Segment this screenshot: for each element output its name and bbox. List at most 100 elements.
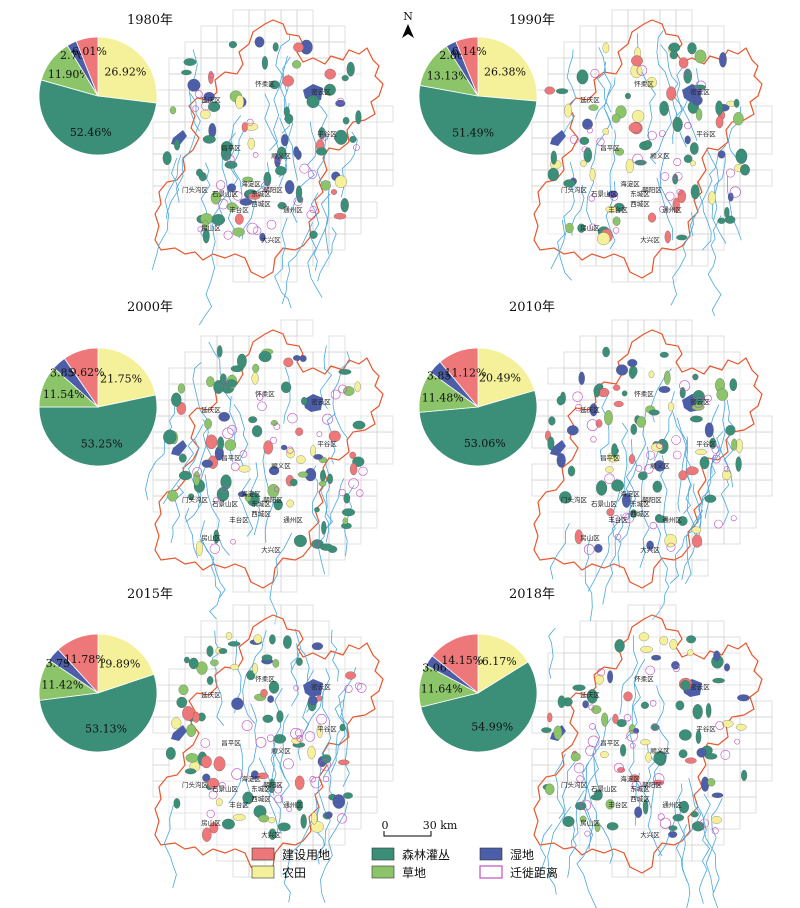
habitat-patch xyxy=(659,100,669,116)
grid-cell xyxy=(216,25,234,43)
district-label: 顺义区 xyxy=(650,462,670,470)
river xyxy=(706,147,719,220)
grid-cell xyxy=(707,527,725,545)
pie-slice xyxy=(63,347,99,409)
grid-cell xyxy=(280,575,298,593)
legend-label: 建设用地 xyxy=(282,848,330,862)
habitat-patch xyxy=(640,739,651,746)
habitat-patch xyxy=(218,648,228,654)
legend-swatch xyxy=(479,865,503,879)
habitat-patch xyxy=(631,366,638,377)
habitat-patch xyxy=(547,436,555,451)
habitat-patch xyxy=(617,767,626,773)
district-label: 丰台区 xyxy=(608,800,628,809)
land-use-pie: 19.89%53.13%11.42%3.79%11.78% xyxy=(38,633,158,753)
migration-ring xyxy=(586,419,599,431)
habitat-patch xyxy=(334,175,347,188)
grid-cell xyxy=(627,9,645,27)
legend-swatch xyxy=(251,847,275,861)
district-label: 密云区 xyxy=(690,87,710,96)
legend-item: 迁徙距离 xyxy=(479,865,558,880)
grid-cell xyxy=(168,367,186,385)
habitat-patch xyxy=(704,422,714,438)
migration-ring xyxy=(614,533,622,540)
river xyxy=(321,691,335,798)
migration-ring xyxy=(310,776,322,789)
habitat-patch xyxy=(224,160,238,169)
habitat-patch xyxy=(269,80,280,90)
migration-ring xyxy=(649,521,658,530)
habitat-patch xyxy=(625,158,634,174)
grid-cell xyxy=(360,780,378,798)
grid-cell xyxy=(264,527,282,545)
habitat-patch xyxy=(612,713,619,724)
district-label: 怀柔区 xyxy=(634,389,654,398)
migration-ring xyxy=(231,768,243,780)
district-label: 平谷区 xyxy=(317,724,337,733)
habitat-patch xyxy=(200,755,212,769)
grid-cell xyxy=(296,511,314,529)
river xyxy=(238,477,254,537)
migration-ring xyxy=(316,431,323,437)
habitat-patch xyxy=(268,828,277,840)
habitat-patch xyxy=(668,825,678,831)
grid-cell xyxy=(611,9,629,27)
habitat-patch xyxy=(295,427,304,436)
district-label: 东城区 xyxy=(630,189,650,198)
habitat-patch xyxy=(218,411,230,422)
habitat-patch xyxy=(318,480,327,487)
grid-cell xyxy=(248,9,266,27)
river xyxy=(707,215,722,317)
habitat-patch xyxy=(658,386,671,393)
district-label: 房山区 xyxy=(201,533,221,542)
district-label: 昌平区 xyxy=(600,454,620,462)
migration-ring xyxy=(197,226,204,233)
grid-cell xyxy=(200,25,218,43)
migration-ring xyxy=(223,230,233,240)
habitat-patch xyxy=(281,133,289,147)
habitat-patch xyxy=(605,205,617,214)
habitat-patch xyxy=(342,517,349,525)
migration-ring xyxy=(635,464,643,472)
migration-ring xyxy=(274,486,280,492)
district-label: 丰台区 xyxy=(229,205,249,214)
habitat-patch xyxy=(313,454,323,460)
river xyxy=(228,742,243,804)
habitat-patch xyxy=(541,727,552,733)
habitat-patch xyxy=(178,684,189,695)
habitat-patch xyxy=(724,663,730,672)
pie-slice xyxy=(57,633,99,695)
habitat-patch xyxy=(699,456,710,470)
migration-ring xyxy=(660,172,670,181)
river xyxy=(596,47,612,113)
pie-slice xyxy=(420,661,538,753)
habitat-patch xyxy=(216,487,230,502)
habitat-patch xyxy=(291,737,302,745)
district-label: 朝阳区 xyxy=(263,495,283,504)
district-label: 石景山区 xyxy=(591,499,618,508)
habitat-patch xyxy=(611,443,618,458)
migration-ring xyxy=(659,205,666,213)
beijing-boundary xyxy=(154,19,384,279)
migration-ring xyxy=(632,153,643,165)
habitat-patch xyxy=(275,166,287,176)
habitat-patch xyxy=(711,792,724,798)
pie-label: 11.90% xyxy=(48,68,90,81)
habitat-patch xyxy=(606,508,615,517)
habitat-patch xyxy=(213,756,226,772)
habitat-patch xyxy=(293,146,300,158)
grid-cell xyxy=(755,121,773,139)
reservoir-miyun xyxy=(303,679,323,697)
grid-cell xyxy=(707,335,725,353)
migration-ring xyxy=(322,413,333,425)
habitat-patch xyxy=(294,775,305,790)
habitat-patch xyxy=(273,498,283,511)
river xyxy=(711,155,727,244)
district-label: 顺义区 xyxy=(650,152,670,160)
habitat-patch xyxy=(621,390,628,397)
river xyxy=(676,417,688,512)
grid-cell xyxy=(723,764,741,782)
